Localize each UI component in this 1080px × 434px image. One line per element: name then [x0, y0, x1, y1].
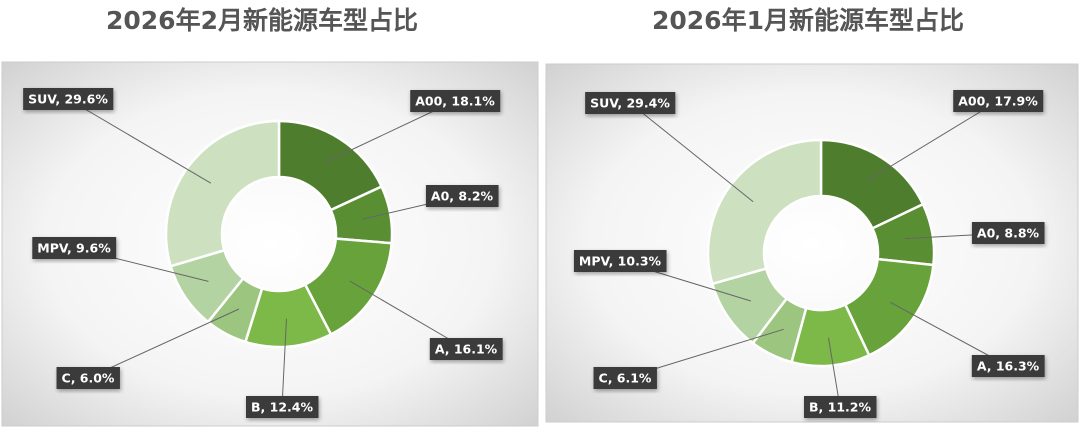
label-box — [593, 367, 657, 389]
label-box — [429, 338, 503, 360]
label-text: MPV, 10.3% — [579, 254, 662, 269]
label-text: C, 6.0% — [62, 371, 115, 386]
label-box — [573, 250, 667, 272]
data-label: A0, 8.8% — [971, 222, 1045, 244]
data-label: MPV, 9.6% — [32, 237, 117, 259]
label-text: SUV, 29.6% — [28, 92, 108, 107]
label-box — [425, 185, 499, 207]
label-box — [585, 92, 676, 114]
leader-line — [629, 102, 754, 203]
label-text: B, 12.4% — [251, 400, 313, 415]
leader-line — [87, 308, 240, 379]
label-text: A0, 8.2% — [431, 189, 494, 204]
data-label: C, 6.1% — [593, 367, 657, 389]
pie-slice — [164, 119, 281, 268]
label-text: C, 6.1% — [599, 371, 652, 386]
data-label: A00, 17.9% — [953, 90, 1044, 112]
label-box — [953, 90, 1044, 112]
data-label: B, 11.2% — [804, 396, 877, 418]
label-box — [56, 367, 120, 389]
label-text: SUV, 29.4% — [590, 96, 670, 111]
label-text: A, 16.3% — [977, 359, 1040, 374]
leader-line — [866, 100, 999, 182]
leader-line — [67, 98, 212, 184]
data-label: C, 6.0% — [56, 367, 120, 389]
data-label: A, 16.1% — [429, 338, 503, 360]
label-box — [971, 222, 1045, 244]
pie-slice — [706, 138, 823, 286]
label-box — [804, 396, 877, 418]
label-text: A0, 8.8% — [977, 226, 1040, 241]
data-label: MPV, 10.3% — [573, 250, 667, 272]
data-label: B, 12.4% — [246, 396, 319, 418]
data-label: A, 16.3% — [971, 355, 1045, 377]
label-box — [32, 237, 117, 259]
data-label: A00, 18.1% — [410, 90, 501, 112]
data-label: A0, 8.2% — [425, 185, 499, 207]
label-box — [246, 396, 319, 418]
label-box — [971, 355, 1045, 377]
label-box — [23, 88, 114, 110]
leader-line — [281, 318, 287, 408]
label-text: A, 16.1% — [435, 342, 498, 357]
label-text: A00, 17.9% — [958, 94, 1038, 109]
label-box — [410, 90, 501, 112]
data-label: SUV, 29.4% — [585, 92, 676, 114]
label-text: MPV, 9.6% — [37, 241, 111, 256]
leader-line — [349, 280, 467, 350]
label-text: B, 11.2% — [809, 400, 871, 415]
leader-line — [827, 337, 841, 408]
label-text: A00, 18.1% — [415, 94, 495, 109]
chart-title: 2026年2月新能源车型占比 — [106, 6, 418, 35]
chart-title: 2026年1月新能源车型占比 — [652, 6, 964, 35]
data-label: SUV, 29.6% — [23, 88, 114, 110]
